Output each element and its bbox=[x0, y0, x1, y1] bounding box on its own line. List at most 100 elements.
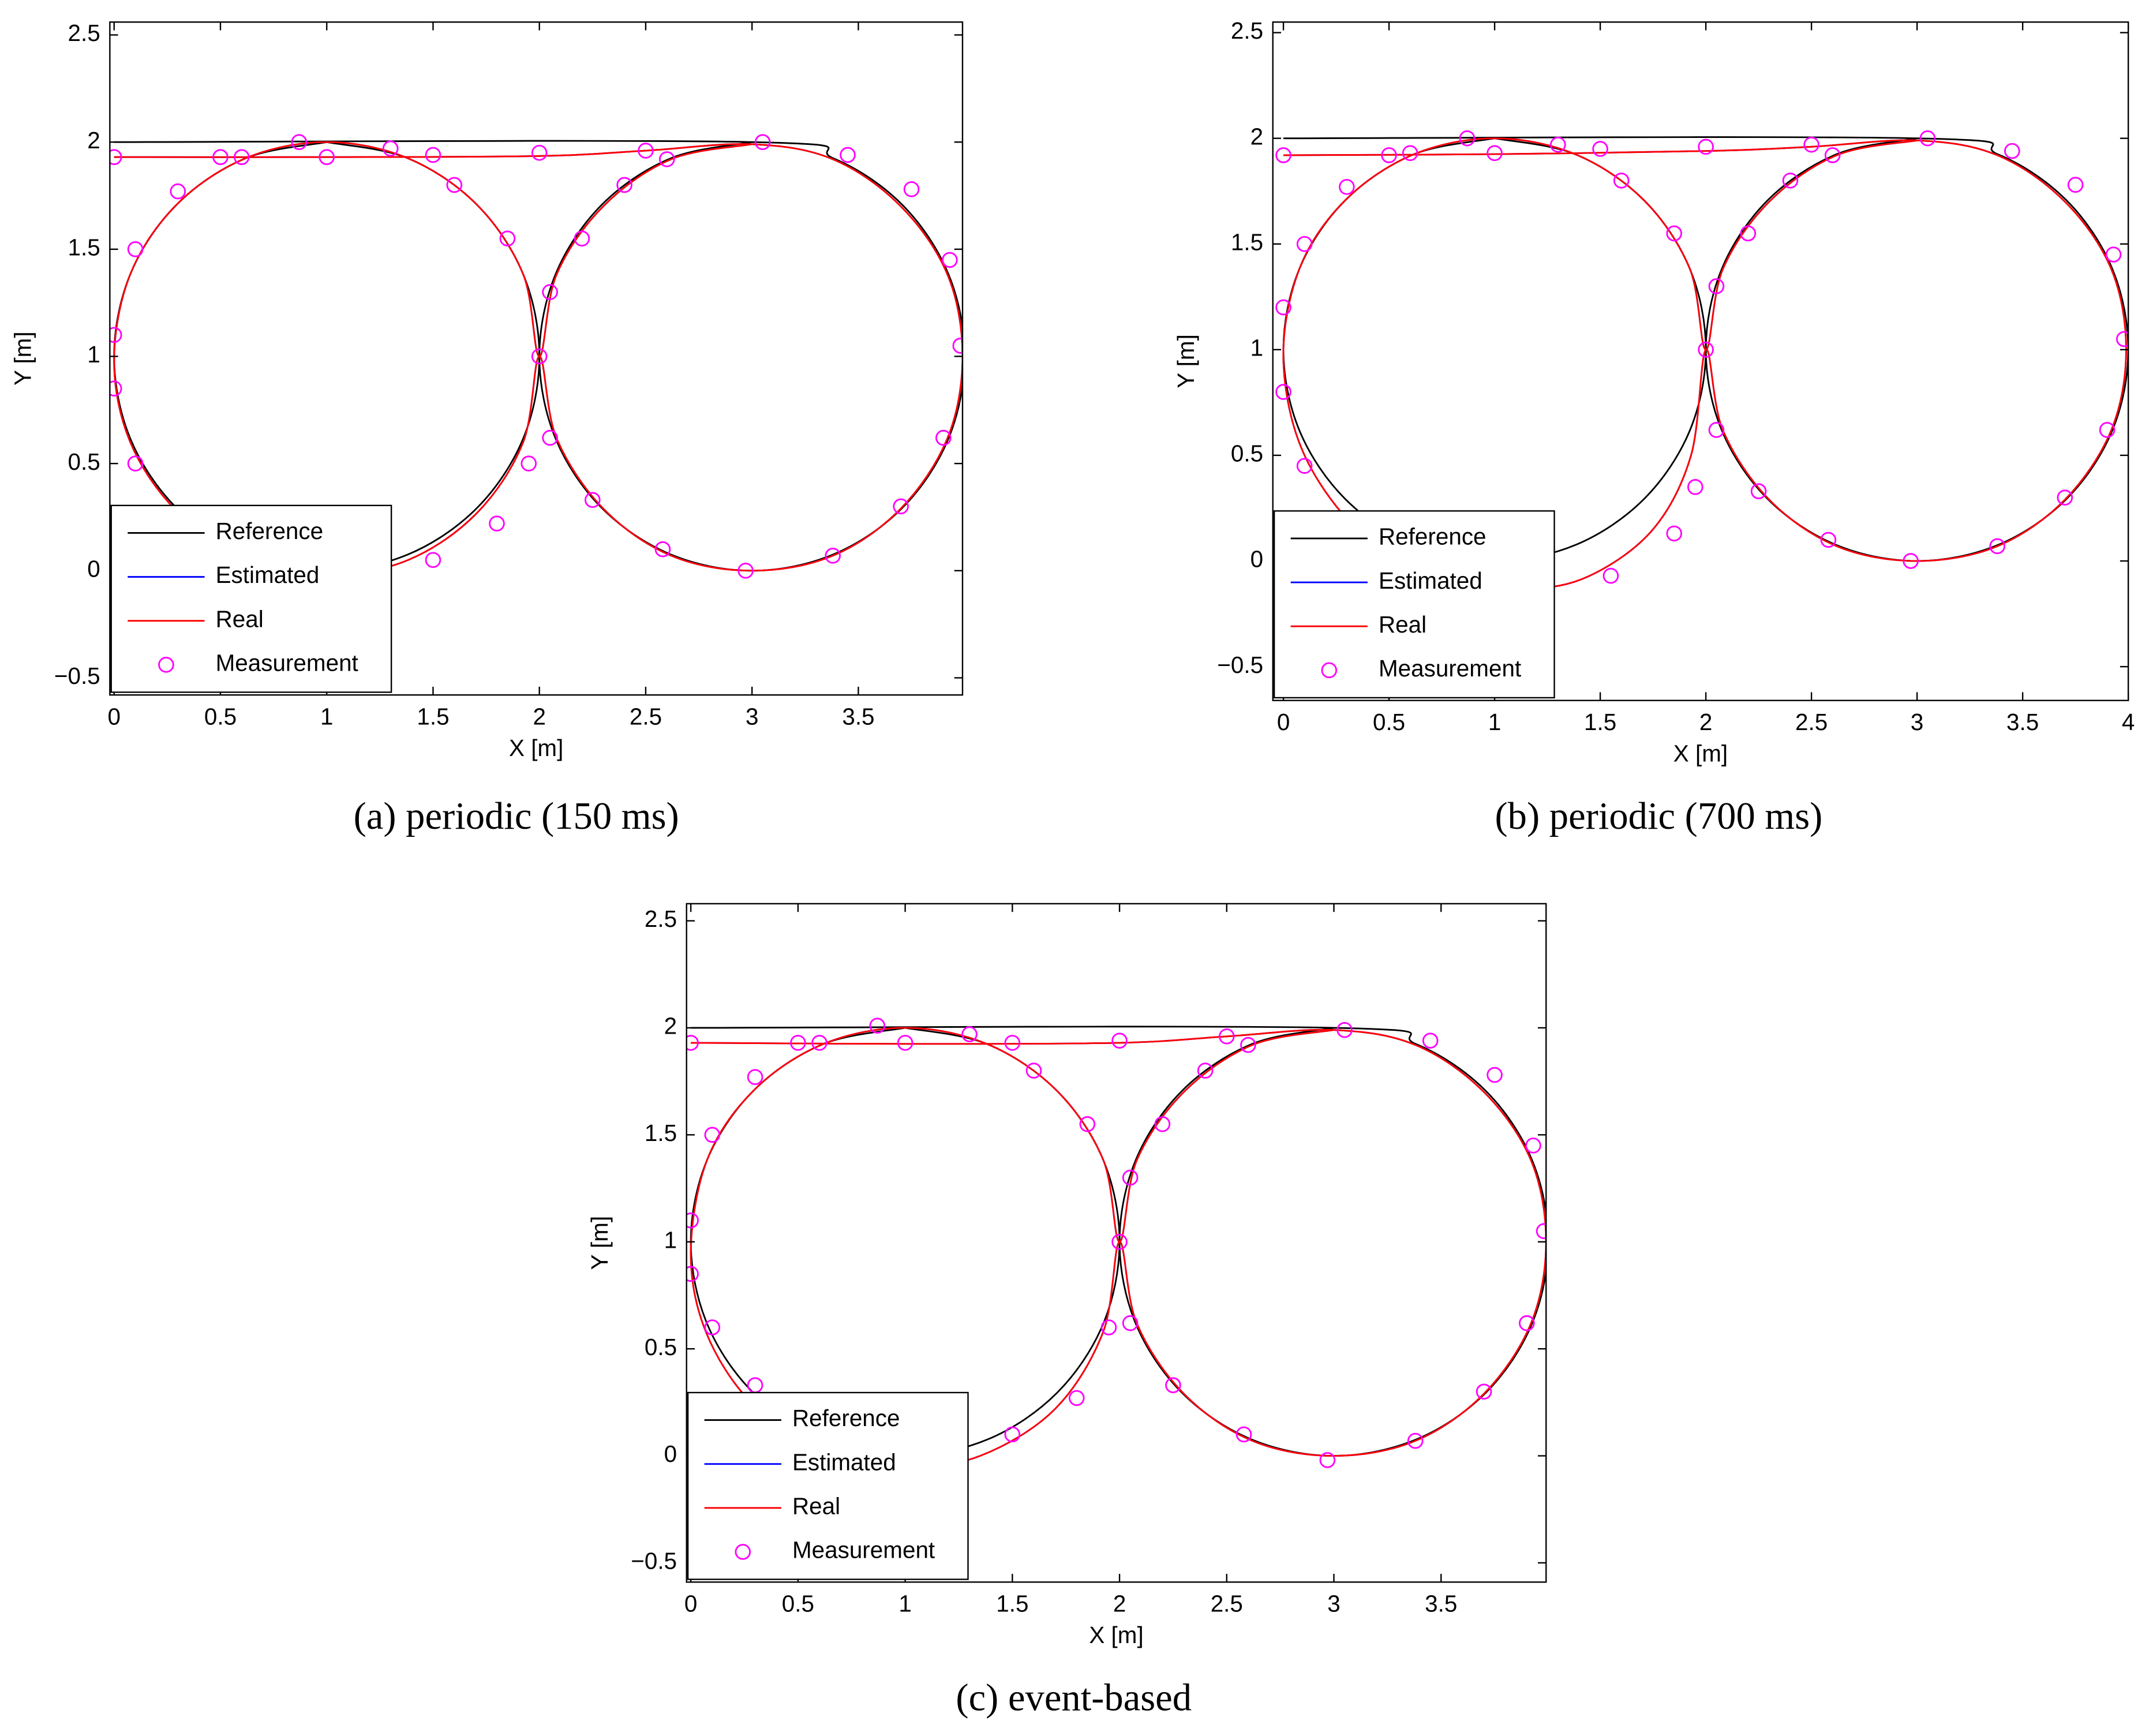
measurement-marker bbox=[1275, 147, 1291, 163]
legend-label: Real bbox=[1379, 611, 1426, 638]
measurement-marker bbox=[1592, 141, 1608, 157]
legend-box bbox=[687, 1391, 969, 1580]
x-tick-label: 3 bbox=[746, 703, 759, 729]
measurement-marker bbox=[1698, 139, 1714, 155]
measurement-marker bbox=[170, 183, 186, 200]
measurement-marker bbox=[790, 1035, 806, 1051]
measurement-marker bbox=[542, 284, 558, 300]
measurement-marker bbox=[1903, 553, 1919, 569]
plot-data bbox=[686, 1017, 1547, 1468]
measurement-marker bbox=[686, 1266, 699, 1282]
measurement-marker bbox=[1486, 1067, 1503, 1083]
legend-marker bbox=[1321, 662, 1338, 679]
measurement-marker bbox=[1820, 532, 1837, 548]
x-tick-label: 1.5 bbox=[417, 703, 449, 729]
y-tick-label: 0.5 bbox=[645, 1334, 677, 1360]
measurement-marker bbox=[935, 429, 952, 446]
measurement-marker bbox=[2105, 246, 2122, 263]
measurement-marker bbox=[1165, 1377, 1181, 1393]
legend-label: Real bbox=[216, 605, 264, 632]
legend-label: Reference bbox=[216, 518, 324, 544]
measurement-marker bbox=[542, 429, 558, 446]
y-tick-label: 1.5 bbox=[68, 234, 100, 261]
x-tick-label: 2.5 bbox=[630, 703, 662, 729]
measurement-marker bbox=[1919, 130, 1936, 147]
legend-label: Reference bbox=[792, 1405, 900, 1431]
y-tick-label: 2 bbox=[87, 127, 100, 154]
trajectory-line bbox=[690, 1027, 1547, 1468]
measurement-marker bbox=[754, 134, 771, 150]
measurement-marker bbox=[1296, 458, 1313, 474]
x-tick-label: 0 bbox=[1277, 709, 1290, 735]
x-tick-label: 0 bbox=[684, 1590, 698, 1617]
y-tick-label: −0.5 bbox=[1217, 652, 1263, 678]
measurement-marker bbox=[1275, 384, 1291, 400]
measurement-marker bbox=[869, 1017, 886, 1034]
measurement-marker bbox=[1111, 1032, 1128, 1049]
y-tick-label: 2 bbox=[664, 1013, 677, 1039]
measurement-marker bbox=[2067, 177, 2084, 193]
x-tick-label: 3 bbox=[1327, 1590, 1341, 1617]
measurement-marker bbox=[616, 177, 632, 193]
y-tick-label: −0.5 bbox=[631, 1548, 677, 1574]
x-tick-label: 2.5 bbox=[1211, 1590, 1243, 1617]
measurement-marker bbox=[1687, 479, 1703, 495]
measurement-marker bbox=[638, 143, 654, 159]
measurement-marker bbox=[1486, 145, 1503, 162]
y-axis-label: Y [m] bbox=[1173, 334, 1199, 388]
measurement-marker bbox=[654, 541, 671, 558]
measurement-marker bbox=[1111, 1233, 1128, 1250]
y-axis-label: Y [m] bbox=[10, 331, 36, 386]
y-tick-label: 0 bbox=[664, 1441, 677, 1467]
x-tick-label: 3.5 bbox=[2006, 709, 2039, 735]
legend-box bbox=[1273, 510, 1555, 699]
x-tick-label: 0.5 bbox=[1373, 709, 1405, 735]
measurement-marker bbox=[1750, 483, 1767, 499]
x-tick-label: 2 bbox=[1113, 1590, 1126, 1617]
x-tick-label: 1.5 bbox=[1584, 709, 1616, 735]
measurement-marker bbox=[1666, 225, 1683, 242]
measurement-marker bbox=[110, 327, 122, 343]
measurement-marker bbox=[747, 1069, 763, 1086]
measurement-marker bbox=[942, 252, 958, 268]
y-tick-label: 0 bbox=[1250, 546, 1264, 573]
y-tick-label: 2.5 bbox=[645, 906, 677, 932]
measurement-marker bbox=[1824, 147, 1841, 163]
measurement-marker bbox=[446, 177, 463, 193]
measurement-marker bbox=[1602, 567, 1619, 584]
x-axis-label: X [m] bbox=[1673, 740, 1728, 767]
x-tick-label: 2.5 bbox=[1795, 709, 1828, 735]
measurement-marker bbox=[1708, 422, 1725, 438]
measurement-marker bbox=[1550, 136, 1566, 153]
measurement-marker bbox=[2057, 489, 2073, 506]
measurement-marker bbox=[1803, 136, 1819, 153]
y-tick-label: 1.5 bbox=[645, 1120, 677, 1146]
y-tick-label: 0 bbox=[87, 556, 100, 582]
measurement-marker bbox=[1989, 538, 2006, 555]
legend-label: Estimated bbox=[792, 1449, 896, 1475]
y-tick-label: 0.5 bbox=[68, 448, 100, 475]
x-tick-label: 0 bbox=[107, 703, 121, 729]
x-tick-label: 2 bbox=[533, 703, 546, 729]
y-tick-label: 0.5 bbox=[1231, 440, 1263, 467]
measurement-marker bbox=[499, 230, 516, 247]
measurement-marker bbox=[840, 147, 856, 163]
measurement-marker bbox=[897, 1035, 913, 1051]
x-tick-label: 2 bbox=[1699, 709, 1713, 735]
x-tick-label: 0.5 bbox=[782, 1590, 814, 1617]
legend-label: Measurement bbox=[1379, 655, 1521, 682]
x-axis-label: X [m] bbox=[1089, 1622, 1143, 1648]
plot-data bbox=[1275, 130, 2129, 599]
x-axis-label: X [m] bbox=[509, 735, 563, 761]
measurement-marker bbox=[234, 149, 250, 165]
caption: (b) periodic (700 ms) bbox=[1495, 795, 1822, 837]
measurement-marker bbox=[1698, 342, 1714, 358]
measurement-marker bbox=[1275, 299, 1291, 316]
legend-marker bbox=[158, 657, 174, 673]
measurement-marker bbox=[1740, 225, 1757, 242]
plot-frame bbox=[686, 903, 1547, 1583]
x-tick-label: 1 bbox=[320, 703, 333, 729]
legend-marker bbox=[735, 1544, 751, 1560]
measurement-marker bbox=[1100, 1319, 1117, 1335]
